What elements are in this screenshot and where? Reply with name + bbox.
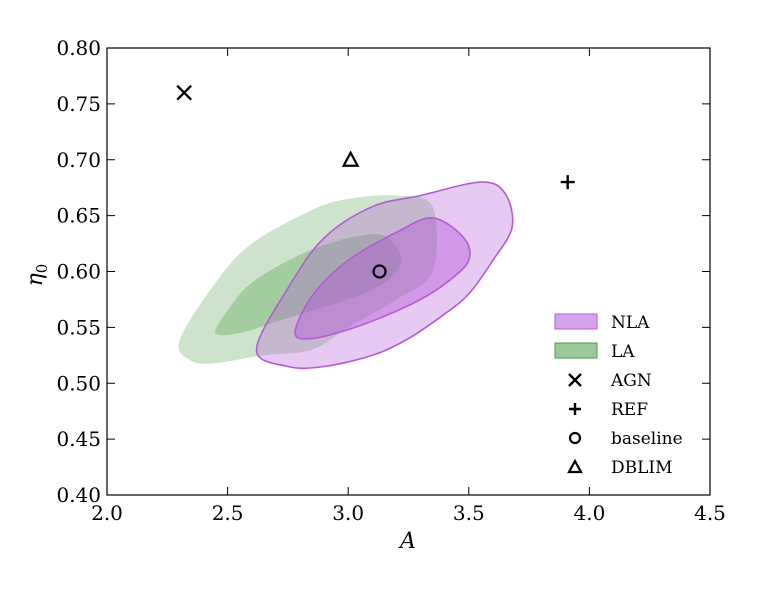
y-tick-label: 0.80: [56, 36, 101, 60]
x-tick-label: 4.0: [573, 501, 605, 525]
y-tick-label: 0.45: [56, 427, 101, 451]
y-axis-label-main: η: [23, 273, 48, 286]
y-tick-label: 0.40: [56, 483, 101, 507]
y-axis-label-sub: 0: [33, 264, 51, 274]
legend-label-dblim: DBLIM: [611, 458, 673, 478]
la-inner-contour: [215, 233, 402, 336]
legend-label-nla: NLA: [611, 313, 650, 333]
x-axis-label: A: [398, 529, 416, 554]
ref-point: [560, 175, 575, 190]
dblim-point: [341, 150, 360, 167]
x-tick-label: 3.0: [332, 501, 364, 525]
legend-marker-agn: [568, 373, 582, 387]
y-tick-label: 0.65: [56, 204, 101, 228]
y-tick-label: 0.55: [56, 315, 101, 339]
nla-inner-contour: [294, 217, 471, 340]
x-tick-label: 2.0: [91, 501, 123, 525]
legend-swatch-nla: [554, 313, 598, 330]
legend-label-agn: AGN: [610, 371, 652, 391]
legend-label-ref: REF: [611, 400, 648, 420]
legend-label-la: LA: [611, 342, 635, 362]
y-tick-label: 0.60: [56, 260, 101, 284]
point-layer: [176, 84, 575, 279]
contour-layer: [178, 181, 514, 370]
y-tick-label: 0.75: [56, 92, 101, 116]
la-outer-contour: [178, 195, 438, 364]
legend-marker-dblim: [567, 458, 583, 474]
legend-label-baseline: baseline: [611, 429, 683, 449]
axis-ticks: 2.0 2.5 3.0 3.5 4.0 4.5 0.40 0.45 0.50 0.55 0.60 0.…: [56, 36, 725, 525]
agn-point: [176, 84, 193, 101]
x-tick-label: 3.5: [453, 501, 485, 525]
legend-marker-ref: [569, 403, 581, 415]
legend: NLA LA AGN REF baseline DBLIM: [554, 313, 683, 478]
legend-swatch-la: [554, 342, 598, 359]
y-axis-label: η0: [23, 264, 51, 287]
y-tick-label: 0.50: [56, 371, 101, 395]
y-tick-label: 0.70: [56, 148, 101, 172]
baseline-point: [372, 264, 387, 279]
x-tick-label: 2.5: [212, 501, 244, 525]
x-tick-label: 4.5: [694, 501, 726, 525]
legend-marker-baseline: [568, 431, 582, 445]
